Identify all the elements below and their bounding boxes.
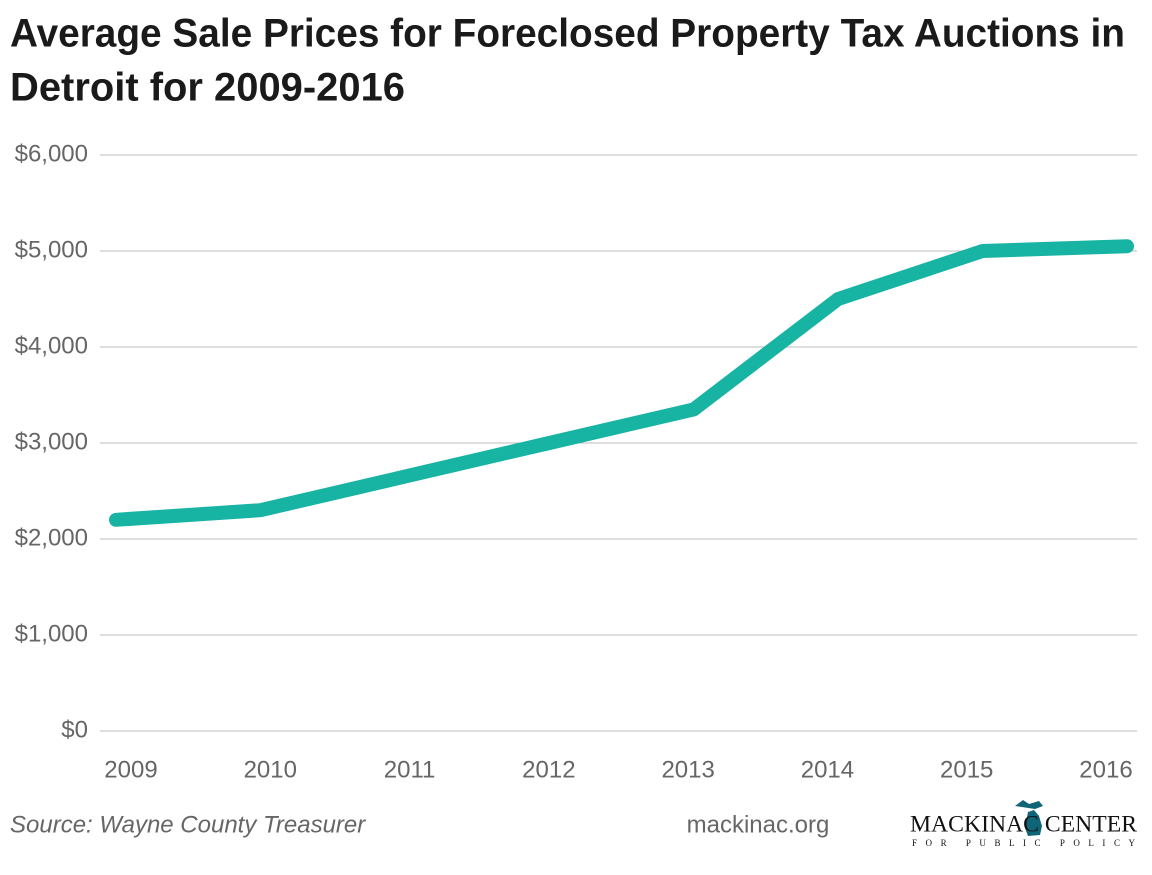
x-tick-label: 2015 xyxy=(940,756,993,783)
x-tick-label: 2011 xyxy=(384,756,436,783)
x-tick-label: 2016 xyxy=(1079,756,1132,783)
chart-title: Average Sale Prices for Foreclosed Prope… xyxy=(10,12,1125,56)
y-tick-label: $5,000 xyxy=(15,236,88,263)
y-tick-label: $6,000 xyxy=(15,140,88,167)
x-tick-label: 2013 xyxy=(661,756,714,783)
chart-title: Detroit for 2009-2016 xyxy=(10,66,405,110)
y-tick-label: $3,000 xyxy=(15,428,88,455)
logo-name: MACKINAC CENTER xyxy=(910,811,1138,836)
y-tick-label: $2,000 xyxy=(15,524,88,551)
y-tick-label: $1,000 xyxy=(15,620,88,647)
x-tick-label: 2012 xyxy=(522,756,575,783)
y-tick-label: $4,000 xyxy=(15,332,88,359)
x-tick-label: 2014 xyxy=(801,756,854,783)
website: mackinac.org xyxy=(687,811,830,838)
logo-icon xyxy=(1015,800,1043,836)
logo-tagline: FOR PUBLIC POLICY xyxy=(912,838,1136,848)
x-tick-label: 2010 xyxy=(244,756,297,783)
source-note: Source: Wayne County Treasurer xyxy=(10,811,366,838)
data-line xyxy=(109,239,1134,527)
y-tick-label: $0 xyxy=(61,716,88,743)
x-tick-label: 2009 xyxy=(104,756,157,783)
